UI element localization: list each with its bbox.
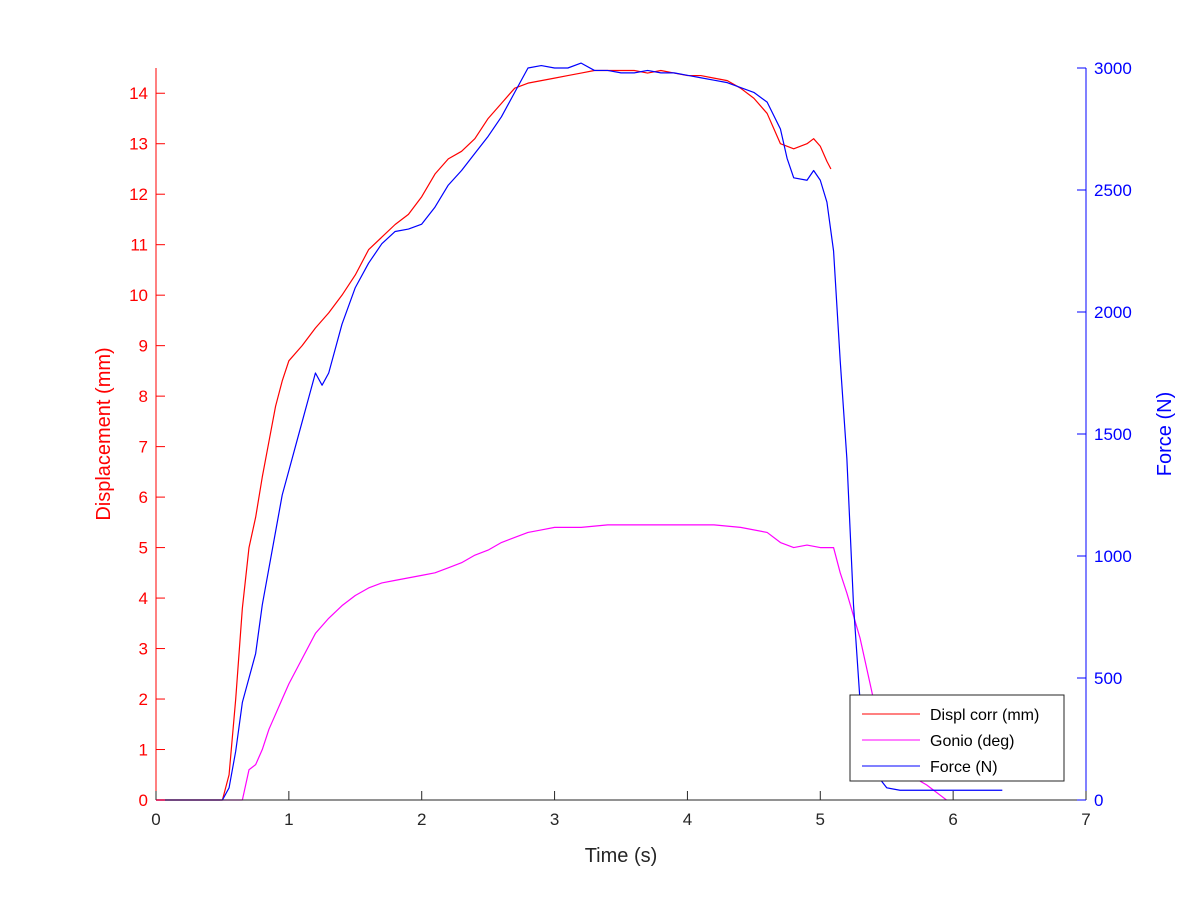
left-tick-label: 8 [139, 387, 148, 406]
left-tick-label: 3 [139, 640, 148, 659]
x-ticks: 0 1 2 3 4 5 6 7 [151, 791, 1091, 829]
left-tick-label: 2 [139, 690, 148, 709]
legend-box [849, 694, 1065, 782]
left-tick-label: 14 [129, 84, 148, 103]
right-tick-label: 0 [1094, 791, 1103, 810]
left-tick-label: 12 [129, 185, 148, 204]
left-tick-label: 13 [129, 135, 148, 154]
right-tick-label: 2000 [1094, 303, 1132, 322]
series-line-2 [156, 62, 1003, 801]
left-tick-label: 4 [139, 589, 148, 608]
x-tick-label: 1 [284, 810, 293, 829]
left-tick-label: 0 [139, 791, 148, 810]
legend-label-displ: Displ corr (mm) [930, 707, 1039, 724]
plot-background [156, 68, 1086, 800]
x-tick-label: 6 [948, 810, 957, 829]
series-layer [156, 62, 1003, 801]
x-tick-label: 4 [683, 810, 692, 829]
legend-label-force: Force (N) [930, 759, 998, 776]
legend-label-gonio: Gonio (deg) [930, 733, 1015, 750]
x-tick-label: 3 [550, 810, 559, 829]
right-y-ticks: 0 500 1000 1500 2000 2500 3000 [1077, 59, 1132, 810]
x-axis-label: Time (s) [585, 845, 658, 867]
left-tick-label: 11 [130, 236, 148, 255]
right-y-axis-label: Force (N) [1154, 392, 1176, 476]
series-line-0 [156, 69, 832, 801]
left-tick-label: 5 [139, 539, 148, 558]
left-tick-label: 1 [139, 741, 148, 760]
left-tick-label: 9 [139, 337, 148, 356]
x-tick-label: 0 [151, 810, 160, 829]
left-tick-label: 10 [129, 286, 148, 305]
right-tick-label: 500 [1094, 669, 1122, 688]
x-tick-label: 2 [417, 810, 426, 829]
legend: Displ corr (mm) Gonio (deg) Force (N) [849, 694, 1065, 782]
left-y-axis-label: Displacement (mm) [93, 347, 115, 520]
right-tick-label: 3000 [1094, 59, 1132, 78]
series-line-1 [156, 524, 947, 801]
left-tick-label: 7 [139, 438, 148, 457]
right-tick-label: 1500 [1094, 425, 1132, 444]
x-tick-label: 7 [1081, 810, 1090, 829]
left-tick-label: 6 [139, 488, 148, 507]
x-tick-label: 5 [816, 810, 825, 829]
right-tick-label: 1000 [1094, 547, 1132, 566]
right-tick-label: 2500 [1094, 181, 1132, 200]
